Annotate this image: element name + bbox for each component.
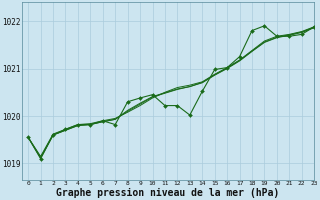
X-axis label: Graphe pression niveau de la mer (hPa): Graphe pression niveau de la mer (hPa): [56, 188, 280, 198]
